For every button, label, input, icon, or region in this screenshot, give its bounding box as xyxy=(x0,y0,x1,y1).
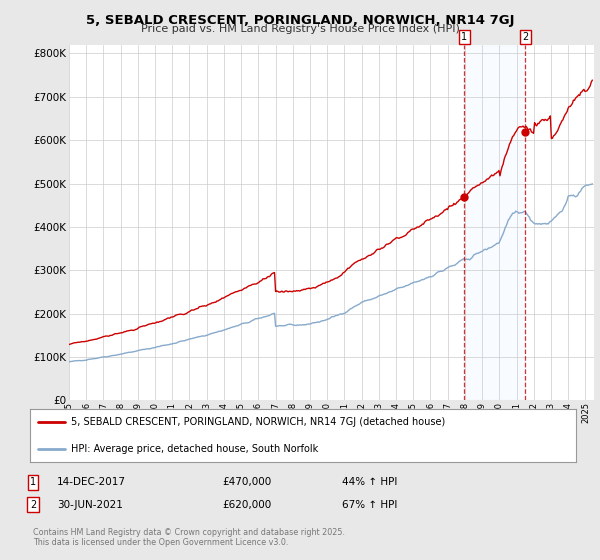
Bar xyxy=(464,45,525,400)
Text: 44% ↑ HPI: 44% ↑ HPI xyxy=(342,477,397,487)
Text: 2: 2 xyxy=(30,500,36,510)
Text: Price paid vs. HM Land Registry's House Price Index (HPI): Price paid vs. HM Land Registry's House … xyxy=(140,24,460,34)
Text: 1: 1 xyxy=(461,32,467,42)
Text: HPI: Average price, detached house, South Norfolk: HPI: Average price, detached house, Sout… xyxy=(71,444,318,454)
Text: 5, SEBALD CRESCENT, PORINGLAND, NORWICH, NR14 7GJ (detached house): 5, SEBALD CRESCENT, PORINGLAND, NORWICH,… xyxy=(71,417,445,427)
Text: 30-JUN-2021: 30-JUN-2021 xyxy=(57,500,123,510)
Text: 1: 1 xyxy=(30,477,36,487)
Text: 67% ↑ HPI: 67% ↑ HPI xyxy=(342,500,397,510)
Text: £470,000: £470,000 xyxy=(222,477,271,487)
Text: Contains HM Land Registry data © Crown copyright and database right 2025.
This d: Contains HM Land Registry data © Crown c… xyxy=(33,528,345,547)
Text: 14-DEC-2017: 14-DEC-2017 xyxy=(57,477,126,487)
Text: 2: 2 xyxy=(522,32,528,42)
Text: £620,000: £620,000 xyxy=(222,500,271,510)
Text: 5, SEBALD CRESCENT, PORINGLAND, NORWICH, NR14 7GJ: 5, SEBALD CRESCENT, PORINGLAND, NORWICH,… xyxy=(86,14,514,27)
